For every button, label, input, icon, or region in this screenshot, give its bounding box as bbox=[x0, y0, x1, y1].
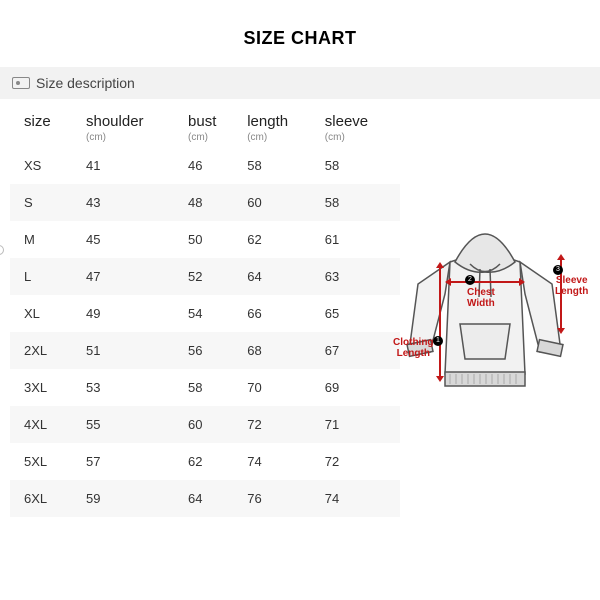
table-cell: 63 bbox=[319, 258, 400, 295]
table-cell: 72 bbox=[241, 406, 319, 443]
table-cell: 47 bbox=[80, 258, 182, 295]
table-cell: 58 bbox=[319, 184, 400, 221]
table-cell: XL bbox=[10, 295, 80, 332]
table-cell: 53 bbox=[80, 369, 182, 406]
table-cell: 41 bbox=[80, 147, 182, 184]
chest-width-label: Chest Width bbox=[467, 287, 495, 309]
table-cell: 45 bbox=[80, 221, 182, 258]
table-cell: 50 bbox=[182, 221, 241, 258]
table-cell: 66 bbox=[241, 295, 319, 332]
table-cell: 60 bbox=[182, 406, 241, 443]
size-table-wrap: size shoulder (cm) bust (cm) length (cm) bbox=[0, 99, 400, 517]
table-cell: 61 bbox=[319, 221, 400, 258]
table-cell: 59 bbox=[80, 480, 182, 517]
table-cell: 58 bbox=[241, 147, 319, 184]
table-cell: M bbox=[10, 221, 80, 258]
table-cell: 5XL bbox=[10, 443, 80, 480]
table-cell: 55 bbox=[80, 406, 182, 443]
table-cell: 67 bbox=[319, 332, 400, 369]
table-cell: 62 bbox=[182, 443, 241, 480]
table-header-row: size shoulder (cm) bust (cm) length (cm) bbox=[10, 99, 400, 147]
table-cell: L bbox=[10, 258, 80, 295]
table-cell: 43 bbox=[80, 184, 182, 221]
chart-title: SIZE CHART bbox=[0, 0, 600, 67]
content-row: size shoulder (cm) bust (cm) length (cm) bbox=[0, 99, 600, 517]
table-cell: 71 bbox=[319, 406, 400, 443]
table-row: 2XL51566867 bbox=[10, 332, 400, 369]
table-cell: 57 bbox=[80, 443, 182, 480]
table-cell: 2XL bbox=[10, 332, 80, 369]
col-shoulder: shoulder (cm) bbox=[80, 99, 182, 147]
table-cell: 64 bbox=[241, 258, 319, 295]
hoodie-icon bbox=[400, 214, 580, 404]
table-row: M45506261 bbox=[10, 221, 400, 258]
clothing-length-label: Clothing Length bbox=[393, 337, 434, 359]
table-cell: 51 bbox=[80, 332, 182, 369]
table-cell: 46 bbox=[182, 147, 241, 184]
marker-2: 2 bbox=[465, 275, 475, 285]
table-cell: 58 bbox=[182, 369, 241, 406]
table-cell: XS bbox=[10, 147, 80, 184]
marker-1: 1 bbox=[433, 336, 443, 346]
size-table: size shoulder (cm) bust (cm) length (cm) bbox=[10, 99, 400, 517]
col-size: size bbox=[10, 99, 80, 147]
table-row: 5XL57627472 bbox=[10, 443, 400, 480]
table-cell: 64 bbox=[182, 480, 241, 517]
table-row: 6XL59647674 bbox=[10, 480, 400, 517]
table-cell: 74 bbox=[241, 443, 319, 480]
table-row: XS41465858 bbox=[10, 147, 400, 184]
col-length: length (cm) bbox=[241, 99, 319, 147]
table-cell: 70 bbox=[241, 369, 319, 406]
description-bar: Size description bbox=[0, 67, 600, 99]
table-cell: 65 bbox=[319, 295, 400, 332]
table-cell: 76 bbox=[241, 480, 319, 517]
table-cell: 4XL bbox=[10, 406, 80, 443]
length-measure-line bbox=[439, 267, 441, 377]
table-cell: 62 bbox=[241, 221, 319, 258]
table-row: L47526463 bbox=[10, 258, 400, 295]
table-cell: 68 bbox=[241, 332, 319, 369]
sleeve-length-label: Sleeve Length bbox=[555, 275, 588, 297]
table-cell: 6XL bbox=[10, 480, 80, 517]
marker-3: 3 bbox=[553, 265, 563, 275]
table-row: XL49546665 bbox=[10, 295, 400, 332]
table-cell: 56 bbox=[182, 332, 241, 369]
table-cell: 3XL bbox=[10, 369, 80, 406]
table-cell: 74 bbox=[319, 480, 400, 517]
description-label: Size description bbox=[36, 75, 135, 91]
table-cell: 60 bbox=[241, 184, 319, 221]
table-row: 3XL53587069 bbox=[10, 369, 400, 406]
col-bust: bust (cm) bbox=[182, 99, 241, 147]
table-row: S43486058 bbox=[10, 184, 400, 221]
table-cell: S bbox=[10, 184, 80, 221]
table-cell: 49 bbox=[80, 295, 182, 332]
table-cell: 52 bbox=[182, 258, 241, 295]
table-cell: 48 bbox=[182, 184, 241, 221]
table-cell: 58 bbox=[319, 147, 400, 184]
tag-icon bbox=[12, 77, 30, 89]
table-cell: 69 bbox=[319, 369, 400, 406]
table-body: XS41465858S43486058M45506261L47526463XL4… bbox=[10, 147, 400, 517]
table-cell: 72 bbox=[319, 443, 400, 480]
table-cell: 54 bbox=[182, 295, 241, 332]
col-sleeve: sleeve (cm) bbox=[319, 99, 400, 147]
chest-measure-line bbox=[450, 281, 520, 283]
table-row: 4XL55607271 bbox=[10, 406, 400, 443]
hoodie-diagram: 1 2 3 Chest Width Clothing Length Sleeve… bbox=[395, 209, 585, 429]
